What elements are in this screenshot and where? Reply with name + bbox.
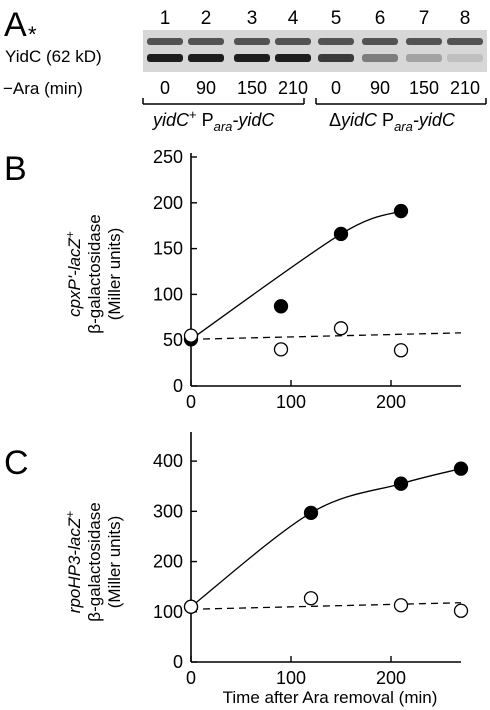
y-tick-label: 400	[153, 451, 183, 471]
y-tick-label: 200	[153, 193, 183, 213]
y-tick-label: 300	[153, 501, 183, 521]
filled-data-point	[273, 299, 289, 314]
y-tick-label: 0	[173, 652, 183, 672]
lane-time: 150	[237, 78, 267, 98]
open-data-point	[393, 343, 409, 358]
yidc-band	[362, 54, 398, 62]
nonspecific-band	[318, 38, 354, 45]
svg-text:cpxP'-lacZ+: cpxP'-lacZ+	[63, 231, 84, 317]
open-data-point	[453, 603, 469, 618]
chart-c: 0 100 200 300 400 0 100 200	[153, 432, 469, 688]
filled-data-point	[453, 461, 469, 476]
y-tick-label: 0	[173, 376, 183, 396]
y-tick-label: 200	[153, 552, 183, 572]
x-tick-label: 0	[186, 668, 196, 688]
lane-time: 90	[196, 78, 216, 98]
nonspecific-band	[362, 38, 398, 45]
yidc-band	[447, 54, 483, 62]
yidc-band	[406, 54, 442, 62]
panel-letter-c: C	[4, 444, 29, 482]
x-tick-label: 0	[186, 392, 196, 412]
open-data-point	[273, 342, 289, 357]
svg-text:rpoHP3-lacZ+: rpoHP3-lacZ+	[63, 511, 84, 613]
y-tick-label: 100	[153, 284, 183, 304]
open-data-point	[333, 321, 349, 336]
nonspecific-band	[147, 38, 183, 45]
open-data-point	[303, 591, 319, 606]
lane-time: 150	[409, 78, 439, 98]
dashed-trend-line	[190, 602, 462, 610]
x-tick-label: 200	[376, 668, 406, 688]
x-tick-label: 100	[276, 392, 306, 412]
panel-letter-b: B	[4, 150, 27, 188]
panel-c: C rpoHP3-lacZ+ β-galactosidase (Miller u…	[4, 432, 469, 707]
nonspecific-band	[188, 38, 224, 45]
nonspecific-band	[447, 38, 483, 45]
lane-number: 1	[160, 8, 171, 29]
lane-number: 6	[375, 8, 386, 29]
lane-number: 5	[331, 8, 342, 29]
lane-numbers: 1 2 3 4 5 6 7 8	[160, 8, 471, 29]
panel-a: A 1 2 3 4 5 6 7 8 * YidC (62 kD) −Ara (min) 0 90…	[3, 6, 487, 134]
lane-number: 8	[460, 8, 471, 29]
y-axis-label-c: rpoHP3-lacZ+ β-galactosidase (Miller uni…	[63, 502, 124, 621]
lane-number: 7	[419, 8, 430, 29]
ara-row-label: −Ara (min)	[3, 79, 83, 98]
y-tick-label: 50	[163, 330, 183, 350]
asterisk-mark: *	[28, 22, 37, 47]
svg-text:β-galactosidase: β-galactosidase	[85, 502, 104, 621]
open-data-point	[393, 598, 409, 613]
svg-text:(Miller units): (Miller units)	[105, 516, 124, 609]
panel-letter-a: A	[4, 6, 27, 44]
svg-text:β-galactosidase: β-galactosidase	[85, 214, 104, 333]
nonspecific-band	[406, 38, 442, 45]
x-tick-label: 200	[376, 392, 406, 412]
lane-time: 210	[450, 78, 480, 98]
yidc-band	[147, 54, 183, 62]
lane-time: 90	[370, 78, 390, 98]
x-axis-label-c: Time after Ara removal (min)	[223, 688, 438, 707]
western-blot-panel	[143, 30, 487, 72]
nonspecific-band	[275, 38, 311, 45]
nonspecific-band	[234, 38, 270, 45]
open-data-point	[183, 599, 199, 614]
lane-time: 0	[331, 78, 341, 98]
lane-number: 3	[247, 8, 258, 29]
filled-data-point	[393, 476, 409, 491]
solid-trend-line	[190, 210, 402, 340]
lane-number: 2	[201, 8, 212, 29]
blot-bands	[147, 38, 483, 62]
time-labels: 0 90 150 210 0 90 150 210	[160, 78, 480, 98]
yidc-band	[275, 54, 311, 62]
lane-time: 210	[278, 78, 308, 98]
lane-time: 0	[160, 78, 170, 98]
filled-data-point	[333, 226, 349, 242]
lane-number: 4	[288, 8, 299, 29]
yidc-band	[318, 54, 354, 62]
open-data-point	[183, 328, 199, 343]
svg-text:(Miller units): (Miller units)	[105, 228, 124, 321]
filled-data-point	[303, 505, 319, 520]
dashed-trend-line	[190, 332, 462, 340]
genotype-deletion: ΔyidC Para-yidC	[329, 110, 456, 134]
chart-b: 0 50 100 150 200 250 0 100 200	[153, 147, 462, 412]
y-tick-label: 150	[153, 239, 183, 259]
panel-b: B cpxP'-lacZ+ β-galactosidase (Miller un…	[4, 147, 462, 412]
solid-trend-line	[190, 468, 462, 608]
yidc-band	[188, 54, 224, 62]
x-tick-label: 100	[276, 668, 306, 688]
y-tick-label: 100	[153, 602, 183, 622]
yidc-band	[234, 54, 270, 62]
y-tick-label: 250	[153, 147, 183, 167]
filled-data-point	[393, 203, 409, 219]
genotype-wildtype: yidC+ Para-yidC	[151, 107, 275, 134]
yidc-band-label: YidC (62 kD)	[5, 47, 102, 66]
y-axis-label-b: cpxP'-lacZ+ β-galactosidase (Miller unit…	[63, 214, 124, 333]
